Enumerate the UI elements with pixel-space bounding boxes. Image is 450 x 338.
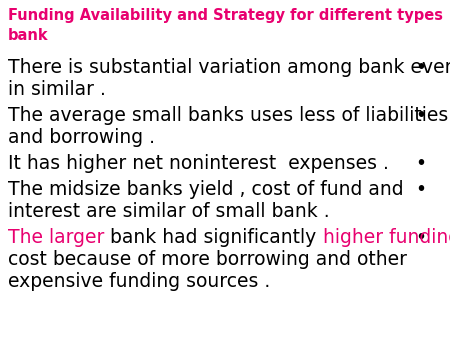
Text: Funding Availability and Strategy for different types: Funding Availability and Strategy for di… bbox=[8, 8, 443, 23]
Text: bank had significantly: bank had significantly bbox=[104, 228, 323, 247]
Text: •: • bbox=[415, 106, 426, 125]
Text: and borrowing .: and borrowing . bbox=[8, 128, 155, 147]
Text: bank: bank bbox=[8, 28, 49, 43]
Text: There is substantial variation among bank even: There is substantial variation among ban… bbox=[8, 58, 450, 77]
Text: •: • bbox=[415, 58, 426, 77]
Text: expensive funding sources .: expensive funding sources . bbox=[8, 272, 270, 291]
Text: •: • bbox=[415, 228, 426, 247]
Text: •: • bbox=[415, 180, 426, 199]
Text: The average small banks uses less of liabilities: The average small banks uses less of lia… bbox=[8, 106, 448, 125]
Text: higher funding: higher funding bbox=[323, 228, 450, 247]
Text: It has higher net noninterest  expenses .: It has higher net noninterest expenses . bbox=[8, 154, 389, 173]
Text: cost because of more borrowing and other: cost because of more borrowing and other bbox=[8, 250, 407, 269]
Text: The larger: The larger bbox=[8, 228, 104, 247]
Text: in similar .: in similar . bbox=[8, 80, 106, 99]
Text: The midsize banks yield , cost of fund and: The midsize banks yield , cost of fund a… bbox=[8, 180, 404, 199]
Text: interest are similar of small bank .: interest are similar of small bank . bbox=[8, 202, 329, 221]
Text: •: • bbox=[415, 154, 426, 173]
